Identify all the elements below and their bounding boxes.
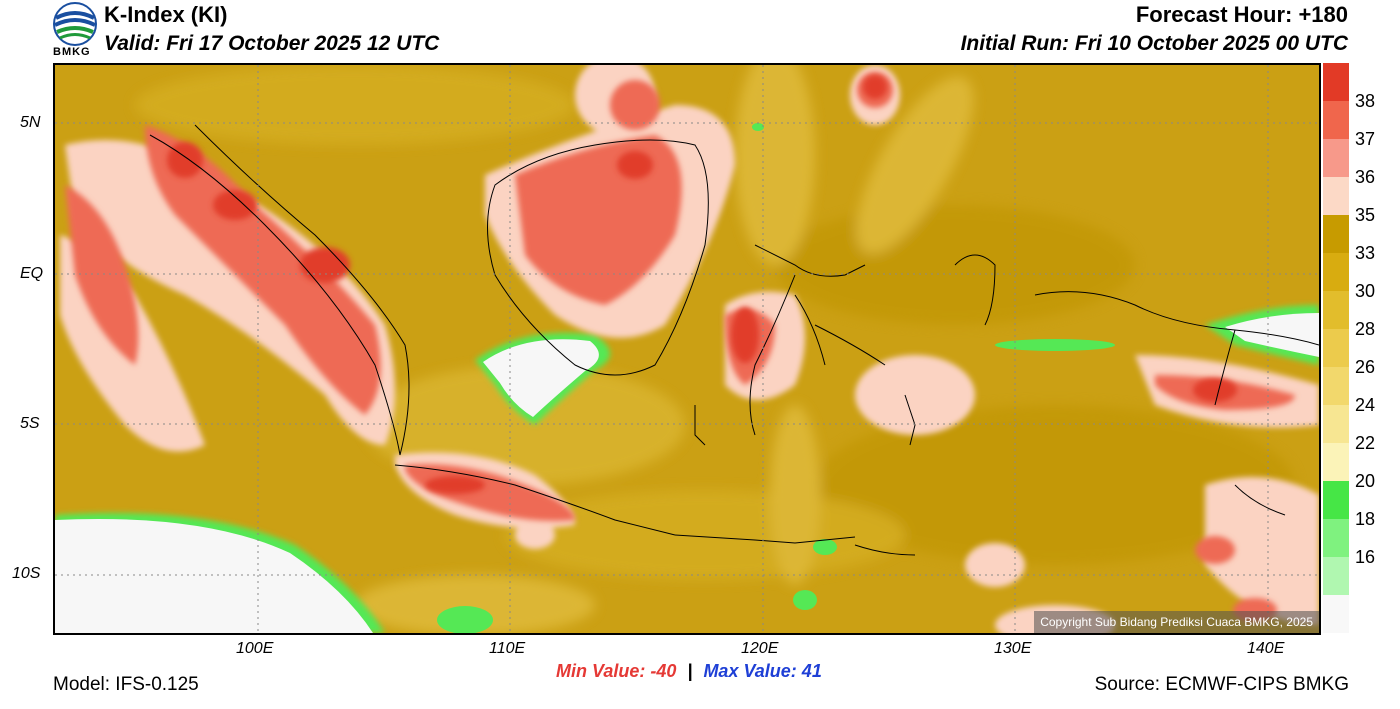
gridlines — [55, 65, 1319, 633]
colorbar-swatch — [1323, 481, 1349, 519]
colorbar-label: 16 — [1355, 547, 1376, 567]
model-label: Model: IFS-0.125 — [53, 674, 199, 695]
lat-label-5s: 5S — [20, 415, 40, 432]
colorbar-label: 22 — [1355, 433, 1376, 453]
bmkg-logo-icon — [53, 2, 97, 46]
colorbar-swatch — [1323, 557, 1349, 595]
colorbar-label: 18 — [1355, 509, 1376, 529]
valid-time: Valid: Fri 17 October 2025 12 UTC — [104, 32, 440, 55]
colorbar-swatch — [1323, 215, 1349, 253]
lon-label-120e: 120E — [741, 640, 779, 657]
lon-label-140e: 140E — [1247, 640, 1285, 657]
colorbar — [1323, 63, 1349, 633]
stats-separator: | — [687, 661, 693, 681]
colorbar-label: 26 — [1355, 357, 1376, 377]
colorbar-label: 30 — [1355, 281, 1376, 301]
colorbar-swatch — [1323, 405, 1349, 443]
colorbar-swatch — [1323, 291, 1349, 329]
lon-label-110e: 110E — [489, 640, 526, 657]
min-max-line: Min Value: -40 | Max Value: 41 — [556, 661, 822, 682]
colorbar-label: 35 — [1355, 205, 1376, 225]
map-panel: Copyright Sub Bidang Prediksi Cuaca BMKG… — [53, 63, 1321, 635]
colorbar-label: 33 — [1355, 243, 1376, 263]
colorbar-swatch — [1323, 329, 1349, 367]
colorbar-swatch — [1323, 63, 1349, 101]
colorbar-swatch — [1323, 253, 1349, 291]
bmkg-logo: BMKG — [52, 0, 98, 62]
colorbar-label: 28 — [1355, 319, 1376, 339]
colorbar-label: 38 — [1355, 91, 1376, 111]
colorbar-label: 36 — [1355, 167, 1376, 187]
logo-text: BMKG — [53, 46, 91, 58]
initial-run: Initial Run: Fri 10 October 2025 00 UTC — [960, 32, 1348, 55]
max-value: Max Value: 41 — [703, 661, 822, 681]
chart-title: K-Index (KI) — [104, 2, 228, 27]
colorbar-label: 24 — [1355, 395, 1376, 415]
colorbar-swatch — [1323, 367, 1349, 405]
low-areas — [55, 123, 1319, 633]
colorbar-label: 37 — [1355, 129, 1376, 149]
lat-label-10s: 10S — [12, 565, 41, 582]
lon-label-100e: 100E — [236, 640, 274, 657]
lat-label-5n: 5N — [20, 114, 41, 131]
colorbar-swatch — [1323, 101, 1349, 139]
colorbar-swatch — [1323, 139, 1349, 177]
colorbar-swatch — [1323, 595, 1349, 633]
lat-label-eq: EQ — [20, 265, 44, 282]
copyright-box: Copyright Sub Bidang Prediksi Cuaca BMKG… — [1034, 611, 1319, 633]
copyright-text: Copyright Sub Bidang Prediksi Cuaca BMKG… — [1040, 615, 1313, 629]
colorbar-swatches — [1323, 63, 1349, 633]
forecast-hour: Forecast Hour: +180 — [1135, 2, 1348, 27]
coastlines — [149, 124, 1319, 556]
min-value: Min Value: -40 — [556, 661, 677, 681]
colorbar-swatch — [1323, 177, 1349, 215]
lon-label-130e: 130E — [994, 640, 1032, 657]
k-index-field — [55, 65, 1319, 633]
colorbar-swatch — [1323, 519, 1349, 557]
source-label: Source: ECMWF-CIPS BMKG — [1094, 674, 1349, 695]
colorbar-label: 20 — [1355, 471, 1376, 491]
colorbar-swatch — [1323, 443, 1349, 481]
